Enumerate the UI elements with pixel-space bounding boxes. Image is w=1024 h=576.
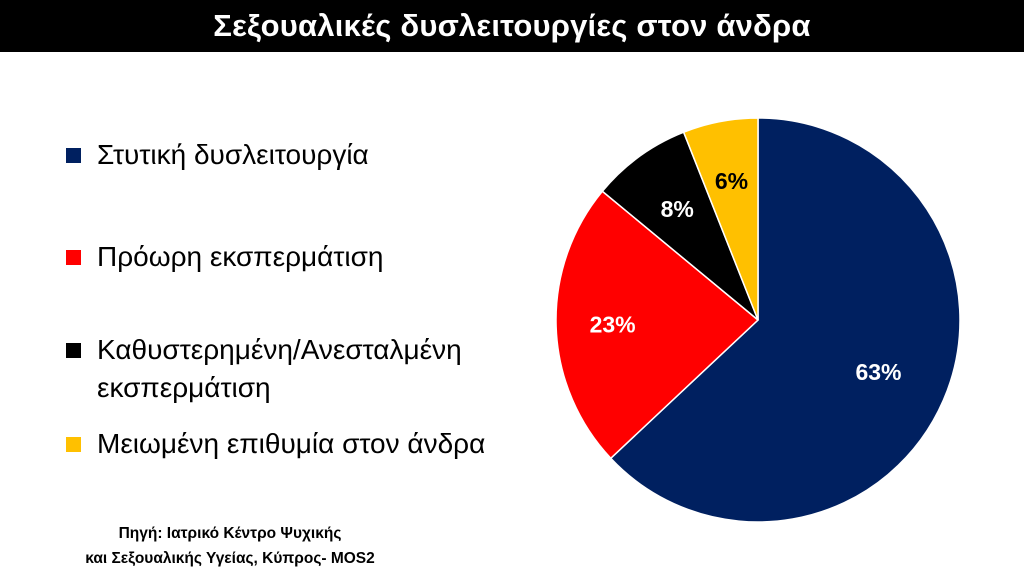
- legend-label-low-desire: Μειωμένη επιθυμία στον άνδρα: [97, 428, 486, 459]
- pie-slice-delayed-ejaculation: [601, 131, 759, 321]
- pie-slice-low-desire: [682, 117, 759, 321]
- pie-chart-svg: 63% 23% 8% 6%: [555, 117, 961, 523]
- source-line-1: Πηγή: Ιατρικό Κέντρο Ψυχικής: [118, 525, 342, 542]
- legend-swatch-delayed-ejaculation: [66, 343, 81, 358]
- legend-swatch-low-desire: [66, 437, 81, 452]
- pie-label-erectile-dysfunction: 63%: [855, 359, 901, 385]
- title-bar: Σεξουαλικές δυσλειτουργίες στον άνδρα: [0, 0, 1024, 52]
- pie-chart: 63% 23% 8% 6%: [548, 110, 968, 530]
- page-title: Σεξουαλικές δυσλειτουργίες στον άνδρα: [213, 8, 811, 43]
- legend-swatch-premature-ejaculation: [66, 250, 81, 265]
- source-note: Πηγή: Ιατρικό Κέντρο Ψυχικής και Σεξουαλ…: [30, 521, 430, 571]
- pie-slice-premature-ejaculation: [555, 190, 760, 460]
- pie-label-low-desire: 6%: [715, 168, 748, 194]
- source-line-2: και Σεξουαλικής Υγείας, Κύπρος- MOS2: [85, 550, 375, 567]
- pie-label-delayed-ejaculation: 8%: [661, 196, 694, 222]
- pie-label-premature-ejaculation: 23%: [590, 312, 636, 338]
- legend-swatch-erectile-dysfunction: [66, 148, 81, 163]
- legend-label-delayed-ejaculation: Καθυστερημένη/Ανεσταλμένη εκσπερμάτιση: [97, 334, 462, 403]
- pie-slice-erectile-dysfunction: [609, 117, 961, 523]
- legend-label-premature-ejaculation: Πρόωρη εκσπερμάτιση: [97, 241, 384, 272]
- legend-label-erectile-dysfunction: Στυτική δυσλειτουργία: [97, 139, 369, 170]
